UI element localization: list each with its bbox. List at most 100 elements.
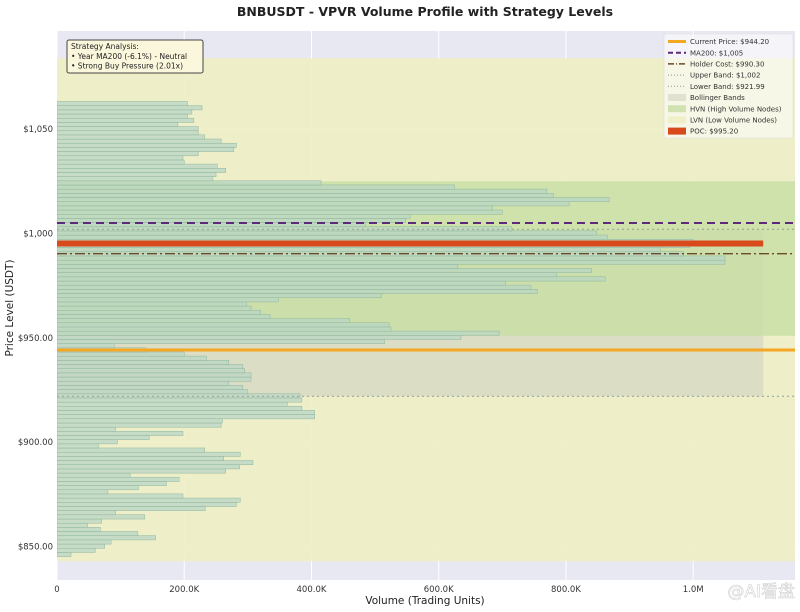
volume-bar [57, 326, 392, 332]
volume-bar [57, 418, 223, 424]
volume-bar [57, 109, 193, 115]
volume-bar [57, 184, 455, 190]
volume-bar [57, 147, 235, 152]
volume-bar [57, 414, 315, 420]
volume-bar [57, 343, 115, 349]
volume-bar [57, 476, 180, 482]
volume-bar [57, 101, 188, 106]
chart-title: BNBUSDT - VPVR Volume Profile with Strat… [237, 4, 613, 19]
volume-bar [57, 218, 406, 223]
volume-bar [57, 447, 205, 453]
volume-bar [57, 193, 554, 198]
volume-bar [57, 126, 199, 132]
volume-bar [57, 501, 237, 507]
volume-bar [57, 401, 288, 407]
x-tick-label: 800.0K [551, 585, 581, 595]
strategy-annotation: Strategy Analysis:• Year MA200 (-6.1%) -… [66, 39, 204, 74]
volume-bar [57, 531, 139, 536]
volume-bar [57, 339, 385, 344]
volume-bar [57, 151, 199, 157]
volume-bar [57, 552, 72, 557]
volume-bar [57, 518, 102, 524]
legend-swatch [668, 116, 686, 124]
volume-bar [57, 180, 322, 186]
legend-label: MA200: $1,005 [690, 49, 743, 57]
legend-label: Holder Cost: $990.30 [690, 61, 764, 69]
volume-bar [57, 301, 247, 307]
volume-bar [57, 360, 230, 365]
volume-bar [57, 481, 167, 486]
volume-bar [57, 426, 116, 432]
volume-bar [57, 334, 462, 340]
volume-bar [57, 122, 179, 127]
volume-bar [57, 355, 207, 361]
annotation-title: Strategy Analysis: [71, 42, 139, 51]
volume-bar [57, 468, 226, 474]
volume-bar [57, 197, 610, 203]
legend-label: Upper Band: $1,002 [690, 72, 760, 80]
volume-bar [57, 435, 150, 440]
volume-bar [57, 172, 217, 177]
volume-bar [57, 376, 252, 382]
volume-bar [57, 309, 261, 315]
volume-bar [57, 489, 109, 495]
plot-area: 0 200.0K 400.0K 600.0K 800.0K 1.0M $850.00 $900… [18, 31, 795, 595]
volume-bar [57, 543, 105, 549]
volume-bar [57, 284, 532, 290]
legend-label: Current Price: $944.20 [690, 38, 769, 46]
volume-bar [57, 188, 548, 194]
volume-bar [57, 472, 131, 478]
annotation-box [66, 39, 204, 74]
volume-bar [57, 247, 661, 253]
volume-bar [57, 497, 241, 503]
volume-bar [57, 280, 506, 286]
volume-bar [57, 155, 184, 161]
volume-bar [57, 176, 214, 182]
volume-bar [57, 305, 252, 311]
series-group [57, 58, 795, 562]
volume-bar [57, 522, 88, 528]
volume-bar [57, 142, 237, 148]
volume-bar [57, 138, 222, 144]
volume-bar [57, 318, 350, 324]
volume-bar [57, 268, 592, 273]
volume-bar [57, 372, 252, 378]
legend-swatch [668, 105, 686, 113]
y-tick-label: $1,000 [23, 229, 53, 239]
volume-bar [57, 159, 185, 165]
legend-swatch [668, 127, 686, 135]
legend-swatch [668, 94, 686, 101]
x-tick-label: 0 [54, 585, 59, 595]
volume-bar [57, 527, 101, 532]
y-tick-label: $850.00 [18, 543, 53, 553]
volume-bar [57, 255, 726, 261]
volume-bar [57, 364, 244, 369]
volume-bar [57, 293, 382, 299]
volume-bar [57, 297, 279, 303]
volume-bar [57, 209, 503, 215]
legend-label: LVN (Low Volume Nodes) [690, 117, 777, 125]
volume-bar [57, 105, 203, 111]
volume-bar [57, 535, 156, 541]
volume-bar [57, 397, 303, 403]
volume-bar [57, 289, 538, 294]
volume-bar [57, 422, 222, 428]
volume-bar [57, 201, 570, 207]
legend-label: Lower Band: $921.99 [690, 83, 765, 91]
volume-bar [57, 547, 96, 553]
volume-bar [57, 485, 139, 491]
legend-label: HVN (High Volume Nodes) [690, 105, 782, 113]
x-tick-label: 600.0K [424, 585, 454, 595]
volume-bar [57, 264, 459, 269]
volume-bar [57, 368, 245, 374]
y-tick-label: $950.00 [18, 334, 53, 344]
volume-bar [57, 117, 195, 123]
y-axis-label: Price Level (USDT) [4, 259, 16, 356]
legend-label: Bollinger Bands [690, 94, 745, 102]
volume-bar [57, 506, 206, 511]
volume-bar [57, 314, 271, 319]
volume-bar [57, 456, 224, 461]
volume-bar [57, 163, 218, 169]
volume-bar [57, 431, 184, 436]
